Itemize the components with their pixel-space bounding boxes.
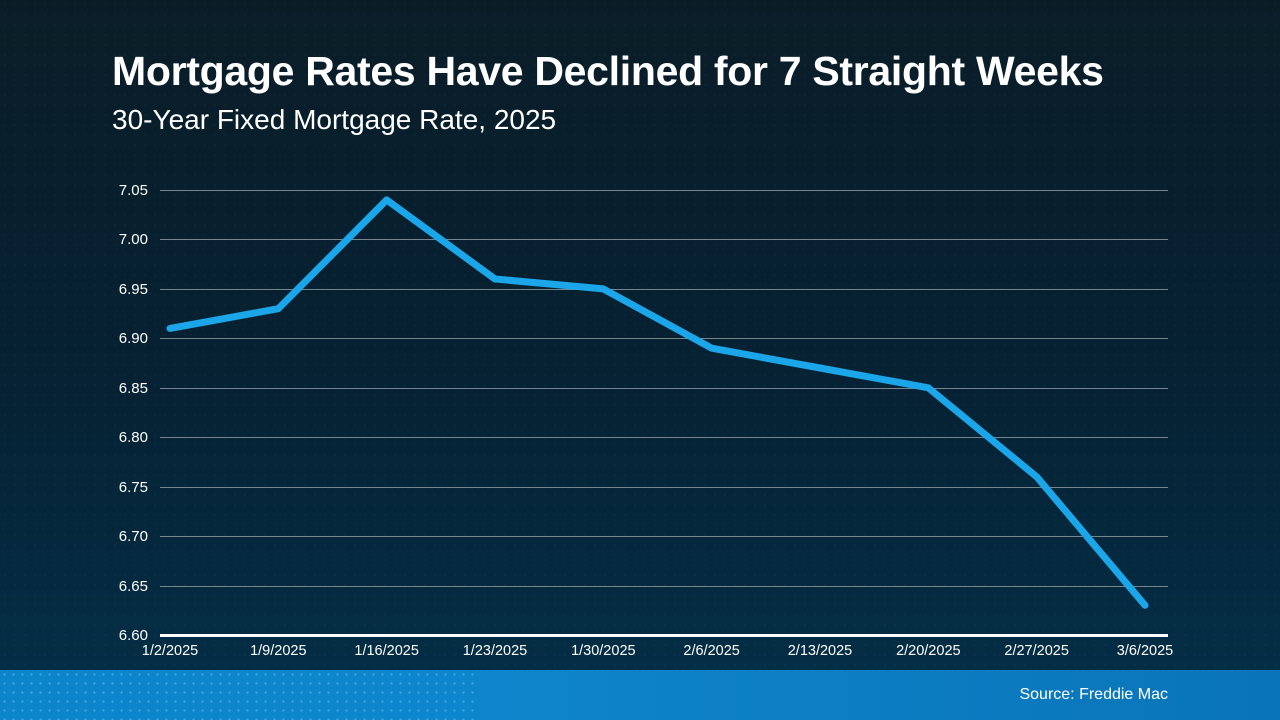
y-axis-tick-label: 6.80 (118, 429, 148, 447)
gridline (160, 288, 1168, 290)
x-axis-tick-label: 2/27/2025 (1004, 643, 1069, 659)
gridline (160, 536, 1168, 538)
gridline (160, 190, 1168, 191)
y-axis-tick-label: 6.60 (118, 627, 148, 644)
gridline (160, 585, 1168, 587)
x-axis-tick-label: 1/9/2025 (250, 643, 307, 659)
y-axis-tick-label: 6.75 (118, 478, 148, 496)
y-axis-tick-label: 6.90 (118, 330, 148, 348)
slide-title: Mortgage Rates Have Declined for 7 Strai… (112, 48, 1104, 94)
x-axis-tick-label: 1/30/2025 (571, 643, 636, 659)
mortgage-rate-line (166, 196, 1149, 609)
source-label: Source: Freddie Mac (1019, 686, 1168, 703)
y-axis-tick-label: 6.70 (118, 528, 148, 546)
gridline (160, 387, 1168, 389)
y-axis-tick-label: 6.85 (118, 379, 148, 397)
y-axis-tick-label: 6.95 (118, 280, 148, 298)
x-axis-tick-label: 2/20/2025 (896, 643, 961, 659)
slide-subtitle: 30-Year Fixed Mortgage Rate, 2025 (112, 104, 557, 135)
mortgage-rate-line-svg (166, 196, 1149, 609)
gridline (160, 486, 1168, 488)
footer-bar: Source: Freddie Mac (0, 670, 1280, 720)
y-axis-tick-label: 7.05 (118, 182, 148, 199)
y-axis-tick-label: 6.65 (118, 577, 148, 595)
x-axis-tick-label: 1/16/2025 (354, 643, 419, 659)
x-axis-tick-label: 2/6/2025 (683, 643, 740, 659)
x-axis-tick-label: 3/6/2025 (1116, 643, 1174, 659)
x-axis-tick-label: 2/13/2025 (787, 643, 853, 659)
x-axis-tick-label: 1/23/2025 (462, 643, 528, 659)
gridline (160, 437, 1168, 439)
x-axis-line (160, 634, 1168, 637)
line-chart: 7.05 7.00 6.95 6.90 6.85 6.80 6.75 6.70 6.65 6.60… (119, 183, 1173, 659)
y-axis-tick-label: 7.00 (118, 231, 148, 249)
gridline (160, 239, 1168, 241)
x-axis-tick-label: 1/2/2025 (141, 643, 199, 659)
gridline (160, 338, 1168, 340)
